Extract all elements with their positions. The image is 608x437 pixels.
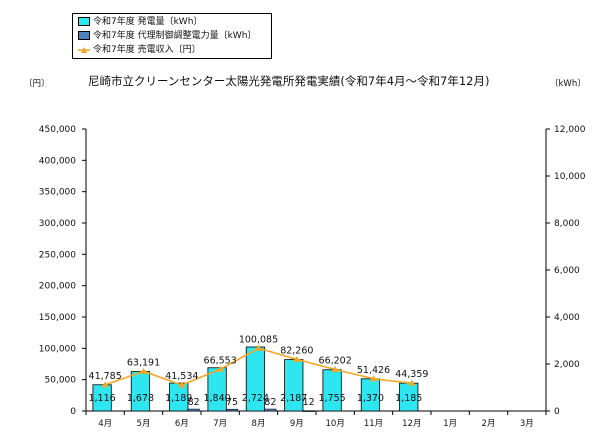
revenue-data-label: 44,359 bbox=[395, 369, 428, 380]
curtailment-bar bbox=[264, 408, 277, 412]
generation-bar bbox=[130, 371, 151, 412]
generation-data-label: 1,189 bbox=[165, 393, 192, 404]
generation-data-label: 2,187 bbox=[280, 393, 307, 404]
left-tick-label: 150,000 bbox=[39, 313, 76, 323]
generation-bar bbox=[92, 384, 112, 412]
revenue-data-label: 66,553 bbox=[204, 355, 237, 366]
generation-bar bbox=[284, 359, 304, 412]
x-tick-label: 9月 bbox=[290, 419, 304, 429]
revenue-marker bbox=[140, 367, 147, 374]
left-tick-label: 200,000 bbox=[39, 282, 76, 292]
legend-item-curtailment: 令和7年度 代理制御調整電力量〔kWh〕 bbox=[78, 30, 256, 43]
generation-data-label: 1,678 bbox=[127, 393, 154, 404]
curtailment-data-label: 12 bbox=[303, 397, 315, 408]
legend-swatch-revenue bbox=[78, 46, 90, 53]
left-tick-label: 250,000 bbox=[39, 250, 76, 260]
curtailment-bar bbox=[226, 408, 239, 412]
legend-label-generation: 令和7年度 発電量〔kWh〕 bbox=[93, 17, 203, 27]
x-tick-label: 5月 bbox=[137, 419, 151, 429]
x-tick-label: 8月 bbox=[252, 419, 266, 429]
right-axis-unit: 〔kWh〕 bbox=[550, 79, 586, 89]
curtailment-data-label: 82 bbox=[188, 397, 200, 408]
left-axis-unit: 〔円〕 bbox=[24, 79, 50, 89]
curtailment-data-label: 75 bbox=[226, 397, 238, 408]
x-tick-label: 4月 bbox=[98, 419, 112, 429]
revenue-data-label: 63,191 bbox=[127, 357, 160, 368]
generation-bar bbox=[322, 369, 342, 412]
right-tick-label: 8,000 bbox=[554, 219, 580, 229]
revenue-data-label: 100,085 bbox=[239, 334, 278, 345]
revenue-marker bbox=[101, 381, 109, 388]
revenue-marker bbox=[370, 375, 377, 382]
x-tick-label: 12月 bbox=[402, 419, 421, 429]
legend-swatch-generation bbox=[78, 17, 90, 26]
left-tick-label: 350,000 bbox=[39, 188, 76, 198]
x-tick-label: 6月 bbox=[175, 419, 189, 429]
right-tick-label: 0 bbox=[554, 407, 560, 417]
legend-item-revenue: 令和7年度 売電収入〔円〕 bbox=[78, 44, 201, 57]
generation-data-label: 1,116 bbox=[88, 393, 115, 404]
revenue-data-label: 82,260 bbox=[280, 345, 313, 356]
generation-bar bbox=[207, 367, 227, 412]
left-tick-label: 50,000 bbox=[45, 376, 77, 386]
revenue-marker bbox=[255, 344, 262, 351]
left-tick-label: 400,000 bbox=[39, 156, 76, 166]
curtailment-bar bbox=[302, 410, 315, 413]
right-tick-label: 6,000 bbox=[554, 266, 580, 276]
left-tick-label: 100,000 bbox=[39, 344, 76, 354]
legend-item-generation: 令和7年度 発電量〔kWh〕 bbox=[78, 16, 202, 29]
revenue-data-label: 66,202 bbox=[319, 356, 352, 367]
curtailment-bar bbox=[187, 408, 200, 412]
generation-data-label: 1,185 bbox=[395, 393, 422, 404]
x-tick-label: 10月 bbox=[326, 419, 345, 429]
right-tick-label: 2,000 bbox=[554, 360, 580, 370]
revenue-marker bbox=[293, 355, 301, 362]
x-tick-label: 7月 bbox=[213, 419, 227, 429]
left-tick-label: 300,000 bbox=[39, 219, 76, 229]
right-tick-label: 10,000 bbox=[554, 172, 586, 182]
generation-data-label: 1,840 bbox=[203, 393, 230, 404]
revenue-data-label: 41,534 bbox=[165, 371, 198, 382]
legend-label-revenue: 令和7年度 売電収入〔円〕 bbox=[93, 45, 201, 55]
legend: 令和7年度 発電量〔kWh〕 令和7年度 代理制御調整電力量〔kWh〕 令和7年… bbox=[72, 13, 272, 59]
legend-label-curtailment: 令和7年度 代理制御調整電力量〔kWh〕 bbox=[93, 31, 257, 41]
revenue-marker bbox=[408, 379, 416, 386]
generation-data-label: 1,755 bbox=[318, 393, 345, 404]
generation-data-label: 2,724 bbox=[242, 393, 269, 404]
left-tick-label: 0 bbox=[70, 407, 76, 417]
x-tick-label: 3月 bbox=[520, 419, 534, 429]
revenue-marker bbox=[178, 381, 186, 388]
right-tick-label: 12,000 bbox=[554, 125, 586, 135]
generation-bar bbox=[245, 346, 266, 412]
revenue-marker bbox=[331, 366, 339, 373]
x-tick-label: 2月 bbox=[482, 419, 496, 429]
chart-title: 尼崎市立クリーンセンター太陽光発電所発電実績(令和7年4月～令和7年12月) bbox=[88, 74, 490, 88]
generation-data-label: 1,370 bbox=[357, 393, 384, 404]
right-tick-label: 4,000 bbox=[554, 313, 580, 323]
x-tick-label: 11月 bbox=[364, 419, 383, 429]
revenue-data-label: 41,785 bbox=[89, 371, 122, 382]
revenue-marker bbox=[216, 365, 224, 372]
left-tick-label: 450,000 bbox=[39, 125, 76, 135]
curtailment-data-label: 82 bbox=[264, 397, 276, 408]
revenue-data-label: 51,426 bbox=[357, 365, 390, 376]
legend-swatch-curtailment bbox=[78, 31, 90, 40]
x-tick-label: 1月 bbox=[443, 419, 457, 429]
